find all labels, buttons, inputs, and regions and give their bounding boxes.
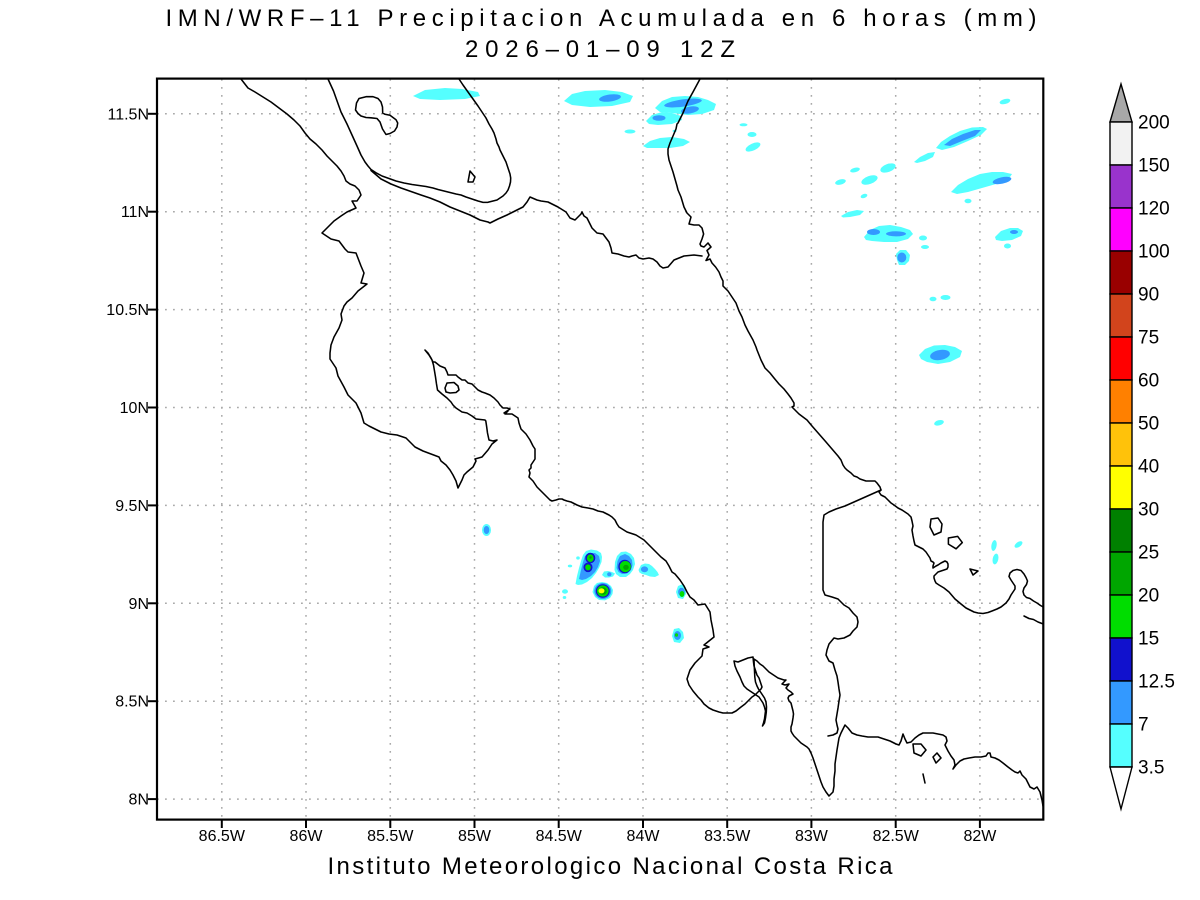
svg-text:150: 150 [1138, 156, 1170, 177]
svg-text:11N: 11N [121, 204, 149, 221]
svg-text:20: 20 [1138, 586, 1159, 607]
svg-text:25: 25 [1138, 543, 1159, 564]
svg-text:83.5W: 83.5W [704, 828, 751, 845]
svg-text:30: 30 [1138, 500, 1159, 521]
svg-text:10.5N: 10.5N [106, 302, 149, 319]
svg-text:83W: 83W [795, 828, 829, 845]
svg-text:82W: 82W [963, 828, 997, 845]
svg-text:3.5: 3.5 [1138, 758, 1164, 779]
svg-text:10N: 10N [120, 400, 149, 417]
svg-text:75: 75 [1138, 328, 1159, 349]
svg-text:50: 50 [1138, 414, 1159, 435]
svg-text:86.5W: 86.5W [199, 828, 246, 845]
svg-text:60: 60 [1138, 371, 1159, 392]
svg-text:86W: 86W [290, 828, 324, 845]
svg-text:2026–01–09 12Z: 2026–01–09 12Z [465, 36, 735, 63]
svg-text:85W: 85W [458, 828, 492, 845]
svg-text:9.5N: 9.5N [115, 498, 149, 515]
svg-text:90: 90 [1138, 285, 1159, 306]
svg-text:85.5W: 85.5W [367, 828, 414, 845]
svg-text:120: 120 [1138, 199, 1170, 220]
svg-text:15: 15 [1138, 629, 1159, 650]
svg-text:IMN/WRF–11 Precipitacion Acumu: IMN/WRF–11 Precipitacion Acumulada en 6 … [166, 5, 1037, 32]
svg-text:12.5: 12.5 [1138, 672, 1175, 693]
svg-text:84.5W: 84.5W [536, 828, 583, 845]
svg-text:40: 40 [1138, 457, 1159, 478]
svg-text:11.5N: 11.5N [107, 106, 149, 123]
svg-text:200: 200 [1138, 113, 1170, 134]
svg-text:Instituto Meteorologico Nacion: Instituto Meteorologico Nacional Costa R… [328, 853, 894, 880]
svg-text:84W: 84W [627, 828, 661, 845]
svg-text:100: 100 [1138, 242, 1170, 263]
svg-text:8.5N: 8.5N [115, 694, 149, 711]
svg-text:8N: 8N [129, 792, 149, 809]
svg-text:9N: 9N [129, 596, 149, 613]
svg-text:82.5W: 82.5W [873, 828, 920, 845]
svg-text:7: 7 [1138, 715, 1149, 736]
